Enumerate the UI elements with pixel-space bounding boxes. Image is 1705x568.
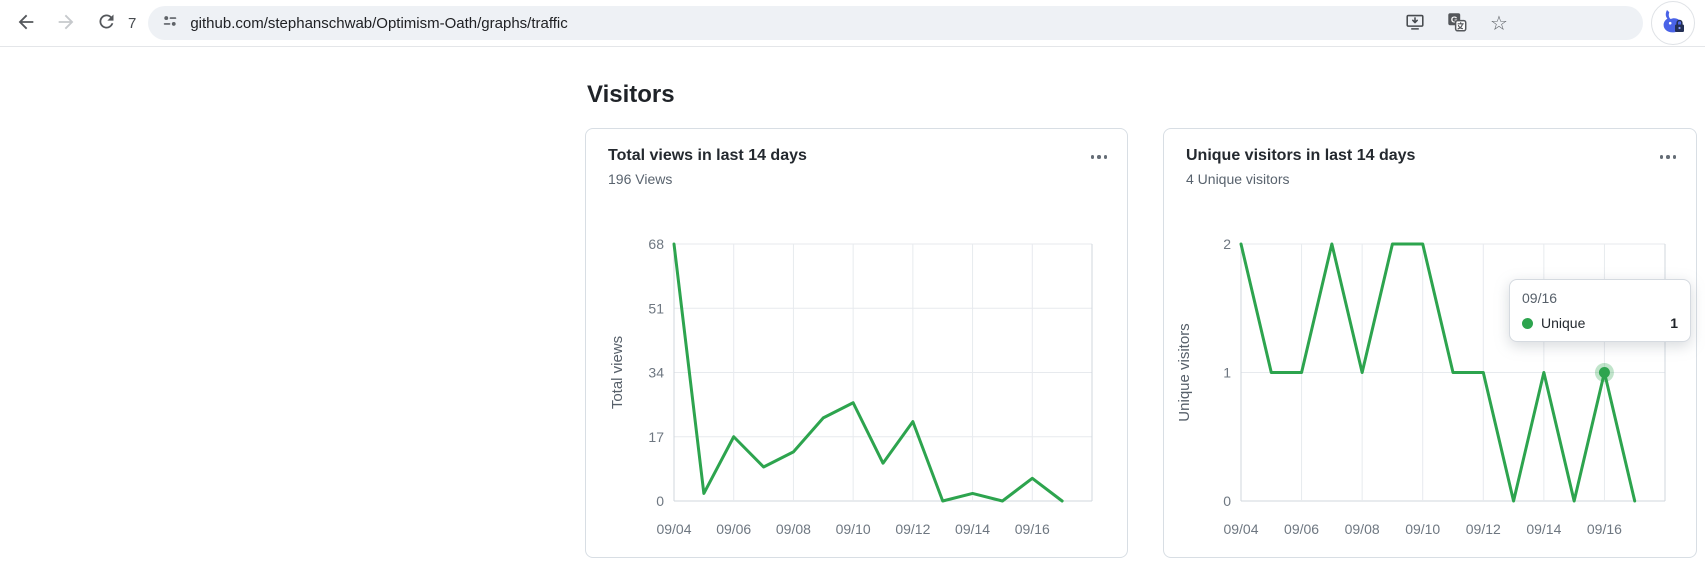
svg-text:68: 68: [648, 236, 664, 252]
tooltip-series-label: Unique: [1541, 315, 1586, 331]
extension-profile-button[interactable]: [1651, 1, 1695, 45]
svg-text:09/06: 09/06: [716, 521, 751, 537]
svg-text:0: 0: [1223, 493, 1231, 509]
views-card: Total views in last 14 days 196 Views 0 1…: [585, 128, 1128, 558]
svg-text:09/16: 09/16: [1587, 521, 1622, 537]
back-button[interactable]: [9, 6, 43, 40]
kebab-menu-icon: [1090, 155, 1094, 159]
browser-toolbar: 7 github.com/stephanschwab/Optimism-Oath…: [0, 0, 1705, 47]
svg-text:0: 0: [656, 493, 664, 509]
unique-card: Unique visitors in last 14 days 4 Unique…: [1163, 128, 1697, 558]
svg-text:09/04: 09/04: [1223, 521, 1258, 537]
kebab-menu-icon: [1659, 155, 1663, 159]
tooltip-date: 09/16: [1522, 290, 1558, 306]
svg-text:Unique visitors: Unique visitors: [1176, 323, 1193, 421]
tooltip-series-dot: [1522, 317, 1533, 329]
svg-text:2: 2: [1223, 236, 1231, 252]
bookmark-star-icon: ☆: [1490, 11, 1508, 35]
back-arrow-icon: [15, 11, 37, 36]
site-settings-icon[interactable]: [160, 11, 180, 36]
views-card-title: Total views in last 14 days: [608, 147, 807, 164]
svg-text:09/04: 09/04: [656, 521, 691, 537]
unique-card-menu-button[interactable]: [1656, 147, 1681, 167]
forward-arrow-icon: [55, 11, 77, 36]
svg-text:09/10: 09/10: [1405, 521, 1440, 537]
svg-text:09/10: 09/10: [836, 521, 871, 537]
svg-text:09/08: 09/08: [776, 521, 811, 537]
translate-icon: G: [1446, 11, 1468, 36]
svg-text:09/14: 09/14: [1526, 521, 1561, 537]
svg-text:Total views: Total views: [609, 336, 626, 409]
url-bar[interactable]: github.com/stephanschwab/Optimism-Oath/g…: [148, 6, 1643, 40]
chart-views[interactable]: 0 17 34 51 68 09/04 09/06 09/08 09/10 09/12 09/14 0…: [586, 129, 1127, 557]
svg-text:09/14: 09/14: [955, 521, 990, 537]
svg-text:09/12: 09/12: [1466, 521, 1501, 537]
reload-button[interactable]: [89, 6, 123, 40]
unique-card-subtitle: 4 Unique visitors: [1186, 171, 1290, 187]
reload-icon: [96, 11, 117, 35]
svg-text:09/12: 09/12: [895, 521, 930, 537]
svg-text:1: 1: [1223, 365, 1231, 381]
svg-text:09/08: 09/08: [1345, 521, 1380, 537]
chart-views-svg: 0 17 34 51 68 09/04 09/06 09/08 09/10 09/12 09/14 0…: [609, 236, 1093, 537]
bookmark-button[interactable]: ☆: [1485, 9, 1513, 37]
install-app-icon: [1404, 11, 1426, 36]
svg-text:34: 34: [648, 365, 664, 381]
unique-card-title: Unique visitors in last 14 days: [1186, 147, 1416, 164]
translate-button[interactable]: G: [1443, 9, 1471, 37]
toolbar-count-label: 7: [128, 14, 137, 32]
rabbit-lock-extension-icon: [1657, 6, 1689, 41]
svg-text:G: G: [1451, 14, 1458, 24]
views-card-subtitle: 196 Views: [608, 171, 673, 187]
views-card-menu-button[interactable]: [1087, 147, 1112, 167]
traffic-page: Visitors Total views in last 14 days 196…: [0, 47, 1705, 568]
chart-tooltip: 09/16 Unique 1: [1509, 279, 1691, 342]
svg-text:09/16: 09/16: [1015, 521, 1050, 537]
tooltip-value: 1: [1670, 315, 1678, 331]
url-text[interactable]: github.com/stephanschwab/Optimism-Oath/g…: [190, 14, 568, 32]
chart-unique-svg: 0 1 2 09/04 09/06 09/08 09/10 09/12 09/14 09/16 Un…: [1176, 236, 1666, 537]
install-app-button[interactable]: [1401, 9, 1429, 37]
forward-button[interactable]: [49, 6, 83, 40]
svg-text:09/06: 09/06: [1284, 521, 1319, 537]
svg-text:17: 17: [648, 429, 664, 445]
chart-unique[interactable]: 0 1 2 09/04 09/06 09/08 09/10 09/12 09/14 09/16 Un…: [1164, 129, 1696, 557]
page-title: Visitors: [587, 81, 675, 108]
svg-text:51: 51: [648, 300, 664, 316]
